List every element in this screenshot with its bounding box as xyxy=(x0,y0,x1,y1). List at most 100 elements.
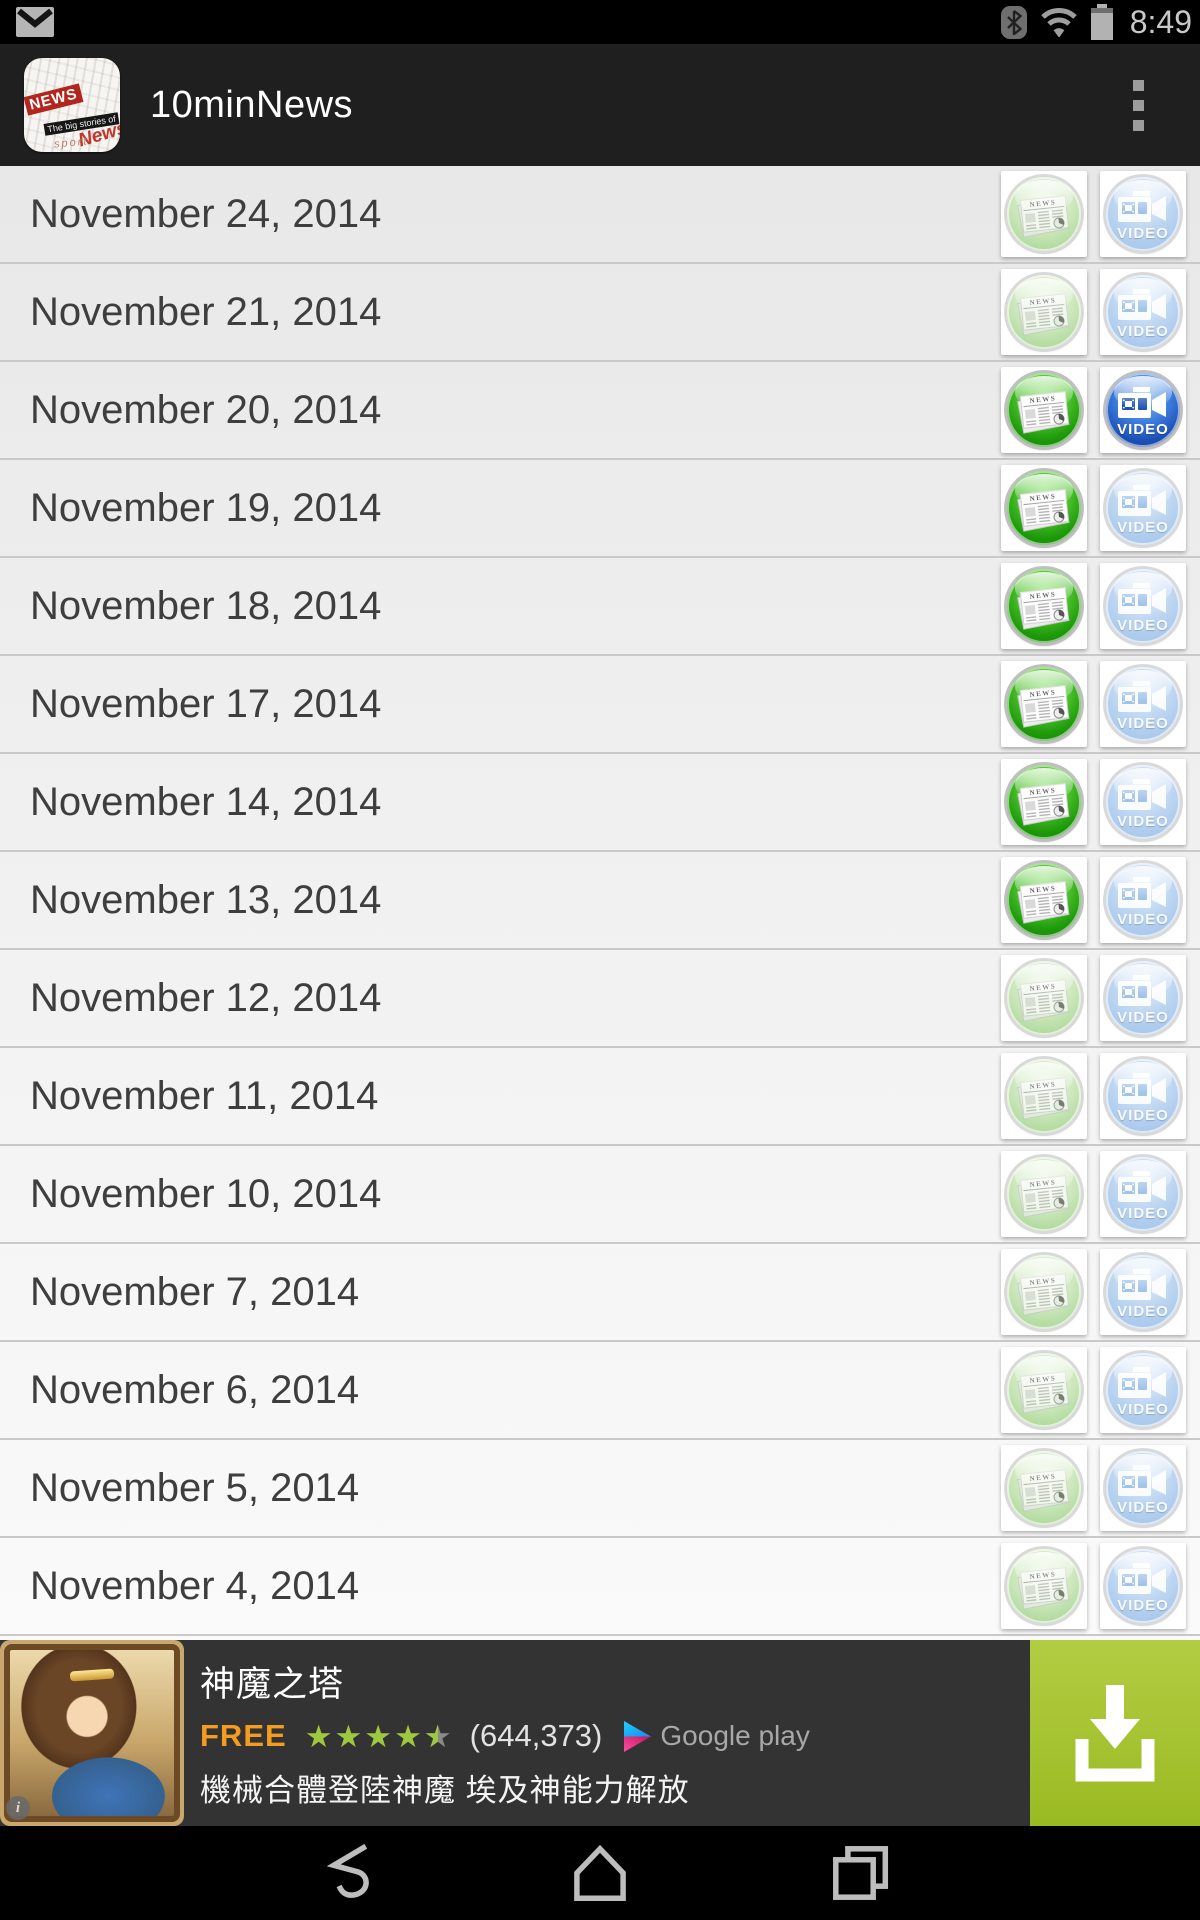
video-icon: VIDEO xyxy=(1106,1451,1180,1525)
overflow-menu-icon[interactable] xyxy=(1125,72,1152,139)
news-badge-label: NEWS xyxy=(1029,1570,1056,1581)
recents-button[interactable] xyxy=(827,1840,893,1906)
video-badge-label: VIDEO xyxy=(1117,1009,1169,1026)
back-button[interactable] xyxy=(315,1840,381,1906)
list-item[interactable]: November 11, 2014 NEWS xyxy=(0,1048,1200,1146)
status-bar: 8:49 xyxy=(0,0,1200,44)
video-camera-glyph: VIDEO xyxy=(1117,1269,1169,1320)
video-button[interactable]: VIDEO xyxy=(1100,759,1186,845)
list-item[interactable]: November 5, 2014 NEWS xyxy=(0,1440,1200,1538)
home-button[interactable] xyxy=(567,1840,633,1906)
play-store-label: Google play xyxy=(660,1720,810,1751)
list-item[interactable]: November 17, 2014 NEWS xyxy=(0,656,1200,754)
video-camera-glyph: VIDEO xyxy=(1117,1171,1169,1222)
news-button[interactable]: NEWS xyxy=(1001,563,1087,649)
video-button[interactable]: VIDEO xyxy=(1100,465,1186,551)
news-button[interactable]: NEWS xyxy=(1001,759,1087,845)
row-actions: NEWS xyxy=(1001,1151,1186,1237)
video-camera-glyph: VIDEO xyxy=(1117,975,1169,1026)
newspaper-glyph: NEWS xyxy=(1017,1371,1070,1414)
news-icon: NEWS xyxy=(1007,765,1081,839)
video-camera-glyph: VIDEO xyxy=(1117,583,1169,634)
list-item[interactable]: November 4, 2014 NEWS xyxy=(0,1538,1200,1636)
video-button[interactable]: VIDEO xyxy=(1100,269,1186,355)
news-button[interactable]: NEWS xyxy=(1001,1347,1087,1433)
video-button[interactable]: VIDEO xyxy=(1100,1543,1186,1629)
news-button[interactable]: NEWS xyxy=(1001,171,1087,257)
video-badge-label: VIDEO xyxy=(1117,715,1169,732)
news-button[interactable]: NEWS xyxy=(1001,857,1087,943)
list-item[interactable]: November 19, 2014 NEWS xyxy=(0,460,1200,558)
video-button[interactable]: VIDEO xyxy=(1100,563,1186,649)
video-button[interactable]: VIDEO xyxy=(1100,1347,1186,1433)
video-button[interactable]: VIDEO xyxy=(1100,1151,1186,1237)
list-item[interactable]: November 12, 2014 NEWS xyxy=(0,950,1200,1048)
news-button[interactable]: NEWS xyxy=(1001,269,1087,355)
list-item[interactable]: November 10, 2014 NEWS xyxy=(0,1146,1200,1244)
video-badge-label: VIDEO xyxy=(1117,225,1169,242)
news-badge-label: NEWS xyxy=(1029,786,1056,797)
news-button[interactable]: NEWS xyxy=(1001,367,1087,453)
video-button[interactable]: VIDEO xyxy=(1100,1249,1186,1335)
download-button[interactable] xyxy=(1030,1640,1200,1826)
video-camera-glyph: VIDEO xyxy=(1117,289,1169,340)
star-rating: ★ ★ ★ ★ ★ ★ xyxy=(305,1721,452,1752)
news-badge-label: NEWS xyxy=(1029,296,1056,307)
news-button[interactable]: NEWS xyxy=(1001,1543,1087,1629)
date-label: November 21, 2014 xyxy=(30,289,382,334)
row-actions: NEWS xyxy=(1001,465,1186,551)
ad-content: 神魔之塔 FREE ★ ★ ★ ★ ★ ★ (644,373) xyxy=(184,1640,1030,1826)
list-item[interactable]: November 14, 2014 NEWS xyxy=(0,754,1200,852)
newspaper-glyph: NEWS xyxy=(1017,783,1070,826)
news-badge-label: NEWS xyxy=(1029,1374,1056,1385)
news-button[interactable]: NEWS xyxy=(1001,661,1087,747)
date-label: November 14, 2014 xyxy=(30,779,382,824)
news-badge-label: NEWS xyxy=(1029,982,1056,993)
video-badge-label: VIDEO xyxy=(1117,1107,1169,1124)
video-badge-label: VIDEO xyxy=(1117,1597,1169,1614)
wifi-icon xyxy=(1040,8,1077,37)
row-actions: NEWS xyxy=(1001,955,1186,1041)
video-badge-label: VIDEO xyxy=(1117,1303,1169,1320)
list-item[interactable]: November 18, 2014 NEWS xyxy=(0,558,1200,656)
video-button[interactable]: VIDEO xyxy=(1100,857,1186,943)
date-label: November 19, 2014 xyxy=(30,485,382,530)
list-item[interactable]: November 7, 2014 NEWS xyxy=(0,1244,1200,1342)
video-badge-label: VIDEO xyxy=(1117,813,1169,830)
row-actions: NEWS xyxy=(1001,759,1186,845)
video-badge-label: VIDEO xyxy=(1117,1499,1169,1516)
news-button[interactable]: NEWS xyxy=(1001,1053,1087,1139)
video-button[interactable]: VIDEO xyxy=(1100,1053,1186,1139)
video-icon: VIDEO xyxy=(1106,1059,1180,1133)
video-button[interactable]: VIDEO xyxy=(1100,171,1186,257)
news-icon: NEWS xyxy=(1007,1255,1081,1329)
news-icon: NEWS xyxy=(1007,1451,1081,1525)
video-button[interactable]: VIDEO xyxy=(1100,661,1186,747)
news-button[interactable]: NEWS xyxy=(1001,1249,1087,1335)
list-item[interactable]: November 13, 2014 NEWS xyxy=(0,852,1200,950)
video-button[interactable]: VIDEO xyxy=(1100,367,1186,453)
news-icon: NEWS xyxy=(1007,569,1081,643)
ad-info-icon[interactable]: i xyxy=(6,1796,30,1820)
video-camera-glyph: VIDEO xyxy=(1117,681,1169,732)
video-camera-glyph: VIDEO xyxy=(1117,779,1169,830)
news-icon: NEWS xyxy=(1007,863,1081,937)
news-button[interactable]: NEWS xyxy=(1001,465,1087,551)
news-button[interactable]: NEWS xyxy=(1001,1445,1087,1531)
row-actions: NEWS xyxy=(1001,269,1186,355)
news-button[interactable]: NEWS xyxy=(1001,955,1087,1041)
row-actions: NEWS xyxy=(1001,1543,1186,1629)
video-camera-glyph: VIDEO xyxy=(1117,1367,1169,1418)
ad-title: 神魔之塔 xyxy=(200,1665,345,1704)
list-item[interactable]: November 21, 2014 NEWS xyxy=(0,264,1200,362)
list-item[interactable]: November 20, 2014 NEWS xyxy=(0,362,1200,460)
video-icon: VIDEO xyxy=(1106,765,1180,839)
list-item[interactable]: November 6, 2014 NEWS xyxy=(0,1342,1200,1440)
list-item[interactable]: November 24, 2014 NEWS xyxy=(0,166,1200,264)
video-button[interactable]: VIDEO xyxy=(1100,955,1186,1041)
video-button[interactable]: VIDEO xyxy=(1100,1445,1186,1531)
ad-banner[interactable]: i 神魔之塔 FREE ★ ★ ★ ★ ★ ★ (644,373) xyxy=(0,1640,1200,1826)
news-button[interactable]: NEWS xyxy=(1001,1151,1087,1237)
video-icon: VIDEO xyxy=(1106,863,1180,937)
